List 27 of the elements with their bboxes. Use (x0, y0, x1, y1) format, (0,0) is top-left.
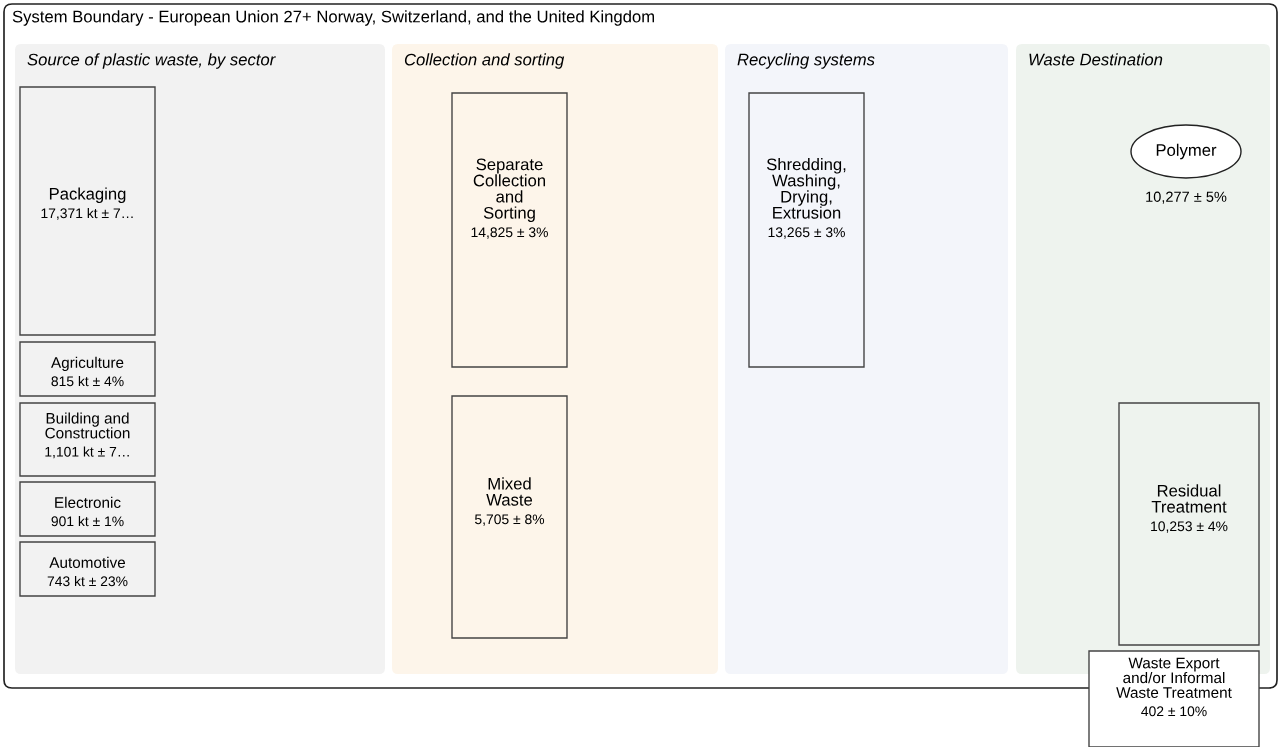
data-label: 402 ± 10% (1141, 706, 1207, 717)
text: System Boundary - European Union 27+ Norway, Switzerland, and the United Kingdom (12, 10, 655, 26)
category-label: Packaging (49, 187, 126, 203)
category-label: Mixed Waste (486, 477, 533, 506)
category-label: Electronic (55, 496, 121, 508)
category-label: Building and Construction (45, 412, 130, 439)
data-label: 743 kt ± 23% (47, 576, 128, 587)
data-label: 815 kt ± 4% (51, 376, 124, 387)
data-label: 5,705 ± 8% (474, 514, 545, 526)
category-label: Separate Collection and Sorting (473, 158, 546, 222)
category-label: Waste Export and/or Informal Waste Treatment (1116, 657, 1232, 698)
category-label: Shredding, Washing, Drying, Extrusion (766, 158, 846, 219)
data-label: 10,253 ± 4% (1151, 521, 1228, 533)
text: Waste Destination (1029, 53, 1163, 66)
data-label: 1,101 kt ± 7… (45, 446, 129, 459)
category-label: Agriculture (51, 356, 124, 371)
source-note: Source of plastic waste, by sector (27, 53, 276, 69)
text: Recycling systems (737, 53, 875, 69)
data-label: 10,277 ± 5% (1146, 191, 1227, 204)
category-label: Polymer (1156, 143, 1217, 160)
data-label: 17,371 kt ± 7… (41, 208, 133, 220)
data-label: 13,265 ± 3% (768, 227, 845, 239)
category-label: Automotive (49, 556, 126, 568)
data-label: 14,825 ± 3% (471, 227, 548, 239)
data-label: 901 kt ± 1% (51, 516, 124, 527)
category-label: Residual Treatment (1151, 484, 1227, 513)
text: Collection and sorting (404, 53, 565, 69)
